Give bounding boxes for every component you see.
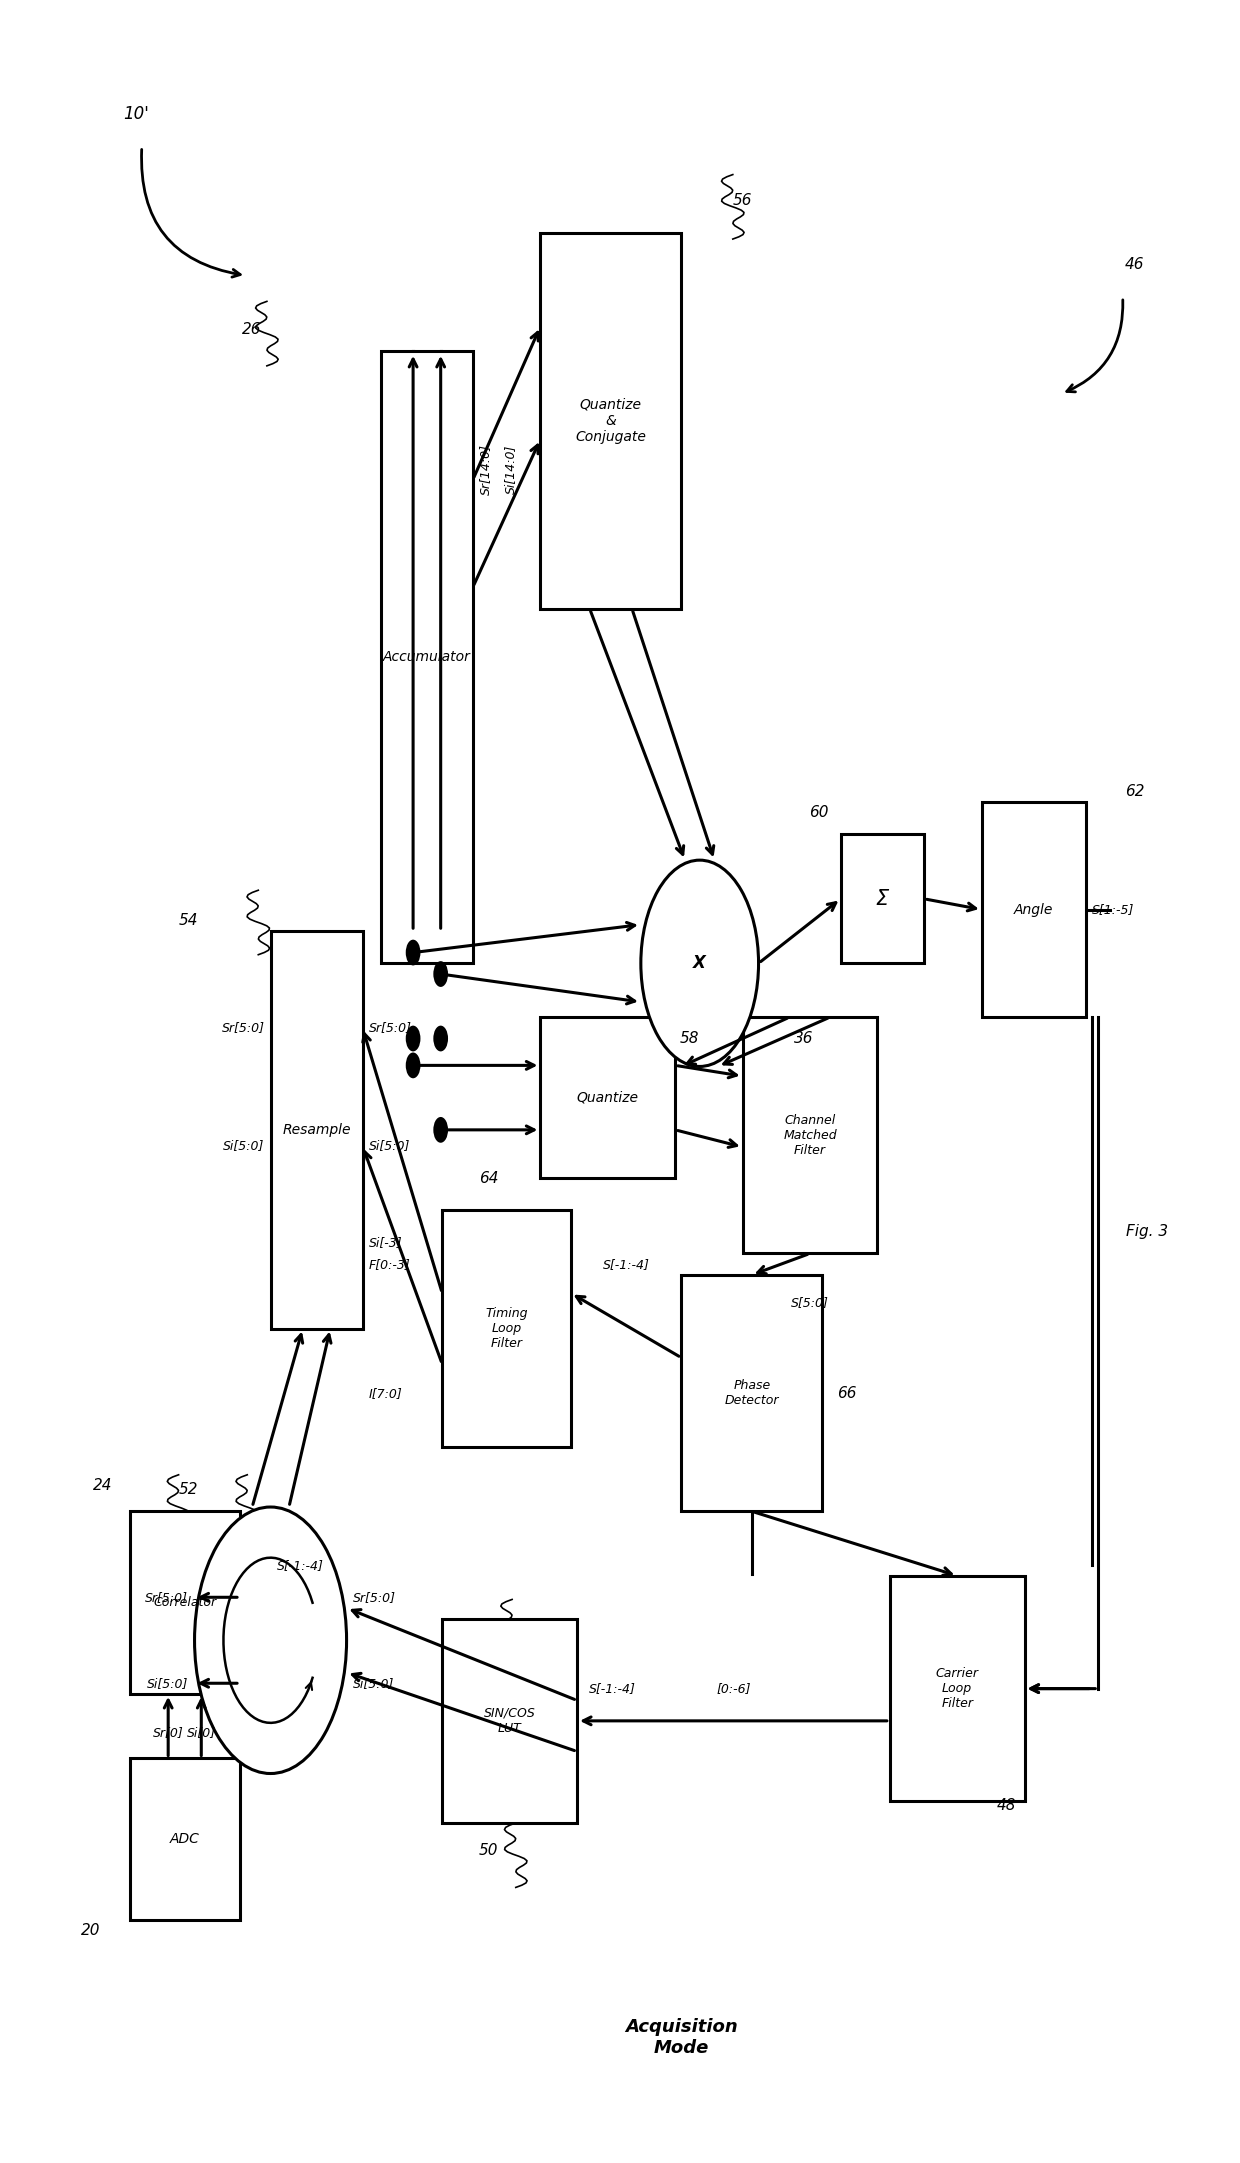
Text: Quantize: Quantize [577,1090,639,1105]
Circle shape [641,861,759,1066]
Bar [443,1618,577,1823]
Text: 60: 60 [808,805,828,820]
Circle shape [405,1025,420,1051]
Text: Phase
Detector: Phase Detector [724,1380,779,1408]
Text: Si[5:0]: Si[5:0] [223,1140,264,1153]
Text: X: X [693,954,706,973]
Text: 52: 52 [179,1482,198,1497]
Text: S[5:0]: S[5:0] [791,1296,830,1309]
Bar [982,802,1086,1017]
Text: F[0:-3]: F[0:-3] [368,1257,410,1270]
Text: Quantize
&
Conjugate: Quantize & Conjugate [575,398,646,443]
Text: 48: 48 [997,1797,1016,1813]
Text: Correlator: Correlator [154,1596,216,1609]
Bar [681,1274,822,1512]
Circle shape [405,1053,420,1079]
Bar [129,1512,239,1694]
Text: Sr[5:0]: Sr[5:0] [368,1021,412,1034]
Text: Angle: Angle [1014,902,1054,917]
Text: Accumulator: Accumulator [383,651,471,664]
Text: Σ: Σ [875,889,889,908]
Text: 10': 10' [124,106,149,123]
Text: Resample: Resample [283,1123,351,1138]
Bar [541,1017,675,1179]
Text: Sr[5:0]: Sr[5:0] [145,1590,188,1603]
Text: 24: 24 [93,1477,113,1492]
Text: 50: 50 [479,1843,498,1858]
Text: 58: 58 [680,1032,699,1047]
Text: [0:-6]: [0:-6] [717,1683,750,1696]
Text: S[-1:-4]: S[-1:-4] [277,1560,324,1573]
Text: S[1:-5]: S[1:-5] [1092,904,1135,917]
Text: ADC: ADC [170,1832,200,1845]
Text: 36: 36 [794,1032,813,1047]
Text: Sr[5:0]: Sr[5:0] [222,1021,264,1034]
Text: Si[5:0]: Si[5:0] [368,1140,410,1153]
Text: S[-1:-4]: S[-1:-4] [603,1257,650,1270]
Bar [129,1759,239,1919]
Text: Sr[5:0]: Sr[5:0] [352,1590,396,1603]
Text: Fig. 3: Fig. 3 [1126,1224,1168,1239]
Text: 56: 56 [733,193,753,208]
Text: Si[5:0]: Si[5:0] [352,1676,394,1689]
Bar [381,350,472,963]
Circle shape [195,1508,346,1774]
Text: Si[14:0]: Si[14:0] [503,443,517,493]
Circle shape [433,960,448,986]
Bar [270,930,362,1328]
Bar [743,1017,878,1252]
Text: Channel
Matched
Filter: Channel Matched Filter [784,1114,837,1157]
Bar [841,835,924,963]
Text: S[-1:-4]: S[-1:-4] [589,1683,636,1696]
Text: 46: 46 [1125,257,1145,273]
Circle shape [433,1116,448,1142]
Text: SIN/COS
LUT: SIN/COS LUT [484,1707,536,1735]
Text: Si[-3]: Si[-3] [368,1237,402,1250]
Text: 26: 26 [242,322,262,337]
Text: 64: 64 [479,1170,498,1185]
Bar [443,1211,570,1447]
Bar [890,1577,1024,1802]
Text: Sr[0]: Sr[0] [153,1726,184,1739]
Text: I[7:0]: I[7:0] [368,1386,403,1399]
Text: Timing
Loop
Filter: Timing Loop Filter [485,1306,528,1350]
Circle shape [405,939,420,965]
Text: Carrier
Loop
Filter: Carrier Loop Filter [936,1668,978,1711]
Text: 54: 54 [179,913,198,928]
Text: 20: 20 [81,1923,100,1938]
Circle shape [433,1025,448,1051]
Bar [541,234,681,608]
Text: Si[0]: Si[0] [187,1726,216,1739]
Text: Si[5:0]: Si[5:0] [148,1676,188,1689]
Text: 62: 62 [1125,783,1145,798]
Text: Sr[14:0]: Sr[14:0] [479,443,492,495]
Text: Acquisition
Mode: Acquisition Mode [625,2018,738,2057]
Text: 66: 66 [837,1386,857,1402]
